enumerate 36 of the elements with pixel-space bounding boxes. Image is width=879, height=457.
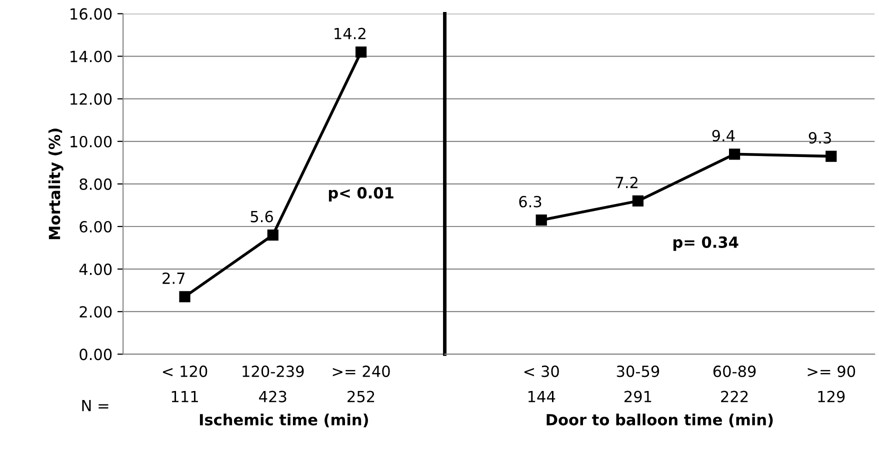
y-axis-title: Mortality (%) [48, 128, 64, 240]
point [632, 195, 644, 207]
x-axis-title: Door to balloon time (min) [546, 414, 773, 428]
point [179, 291, 190, 302]
annotation: p< 0.01 [328, 187, 394, 202]
text: N = [82, 400, 108, 412]
x-tick-label: < 120 111 [162, 366, 208, 402]
y-tick-label: 2.00 [80, 306, 112, 318]
annotation: p= 0.34 [673, 236, 738, 251]
y-tick-label: 0.00 [80, 348, 112, 360]
y-tick-label: 12.00 [70, 93, 112, 105]
y-tick-label: 8.00 [80, 178, 112, 190]
y-tick-label: 14.00 [70, 50, 112, 62]
point [355, 46, 367, 58]
data-label: 2.7 [162, 272, 184, 284]
y-tick-label: 10.00 [70, 136, 112, 148]
x-tick-label: 120-239 423 [242, 366, 304, 402]
data-label: 9.3 [808, 132, 831, 144]
x-tick-label: 60-89 222 [713, 366, 756, 402]
data-label: 7.2 [616, 176, 638, 188]
point [536, 214, 547, 226]
x-tick-label: < 30 144 [524, 366, 559, 402]
point [267, 229, 278, 241]
x-tick-label: >= 90 129 [808, 366, 856, 402]
data-label: 5.6 [250, 210, 273, 222]
x-tick-label: >= 240 252 [332, 366, 390, 402]
data-label: 6.3 [519, 196, 542, 208]
x-tick-label: 30-59 291 [616, 366, 660, 402]
data-label: 9.4 [712, 130, 735, 142]
data-label: 14.2 [334, 28, 366, 40]
y-tick-label: 6.00 [80, 220, 112, 233]
y-tick-label: 4.00 [79, 264, 112, 276]
y-tick-label: 16.00 [70, 8, 112, 20]
point [826, 150, 837, 162]
point [728, 148, 740, 160]
x-axis-title: Ischemic time (min) [200, 414, 368, 428]
